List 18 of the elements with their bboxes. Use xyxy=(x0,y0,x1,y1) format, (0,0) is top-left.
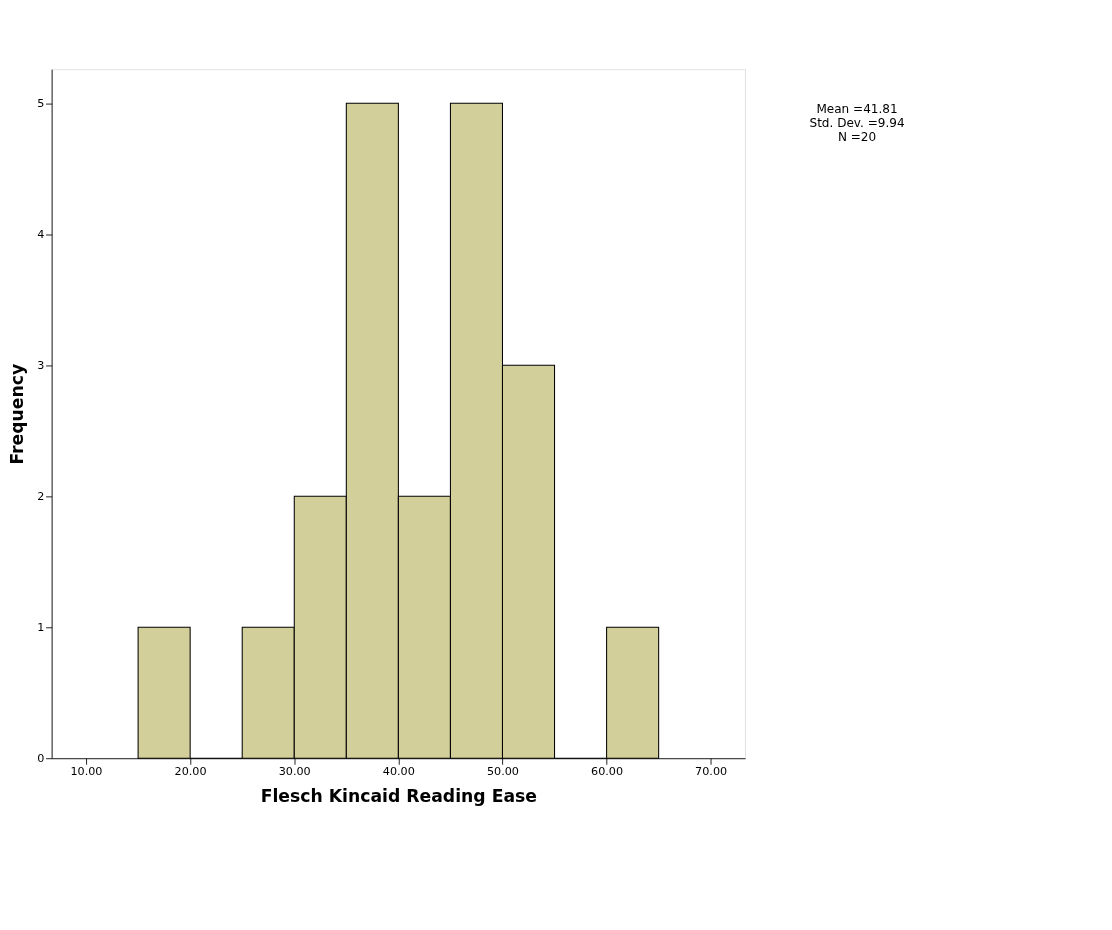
x-tick-label: 60.00 xyxy=(591,765,624,779)
y-tick-label: 2 xyxy=(37,490,45,504)
text: Std. Dev. =9.94 xyxy=(809,115,905,130)
y-tick-label: 4 xyxy=(37,228,45,242)
x-axis-title: Flesch Kincaid Reading Ease xyxy=(260,785,537,806)
x-tick-label: 20.00 xyxy=(174,765,207,779)
y-tick-label: 1 xyxy=(37,621,45,635)
y-axis-title: Frequency xyxy=(7,363,28,465)
x-tick-label: 50.00 xyxy=(486,765,519,779)
y-tick-label: 3 xyxy=(37,359,45,373)
y-tick-label: 5 xyxy=(37,97,45,111)
x-tick-label: 70.00 xyxy=(695,765,728,779)
text: N =20 xyxy=(837,129,877,144)
x-tick-label: 40.00 xyxy=(382,765,415,779)
x-tick-label: 30.00 xyxy=(278,765,311,779)
text: Mean =41.81 xyxy=(816,102,898,117)
x-tick-label: 10.00 xyxy=(70,765,103,779)
y-tick-label: 0 xyxy=(37,752,45,766)
